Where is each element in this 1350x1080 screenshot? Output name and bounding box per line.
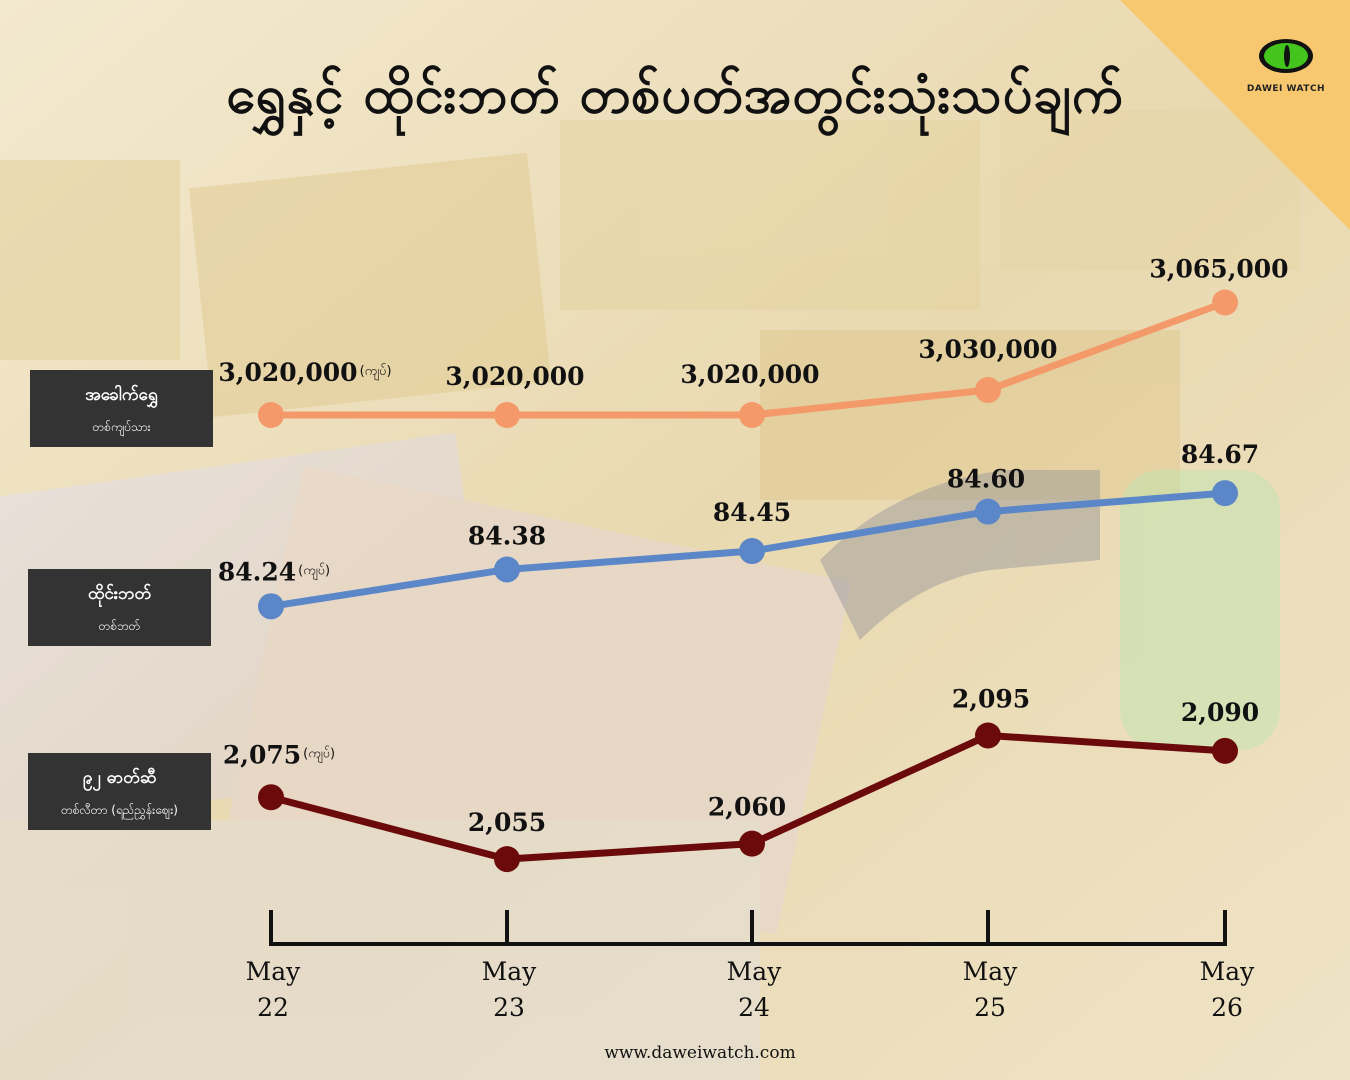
legend-baht: ထိုင်းဘတ် တစ်ဘတ် [28, 569, 211, 646]
legend-baht-unit: တစ်ဘတ် [98, 619, 141, 633]
page-title: ရွှေနှင့် ထိုင်းဘတ် တစ်ပတ်အတွင်းသုံးသပ်ခ… [226, 65, 1124, 125]
data-label-0-0: 3,020,000 [218, 358, 357, 387]
x-tick-label-3-month: May [963, 957, 1019, 986]
data-point-0-3 [975, 377, 1001, 403]
data-label-1-0: 84.24 [218, 557, 296, 586]
x-tick-label-2-month: May [727, 957, 783, 986]
legend-gold-name: အခေါက်ရွှေ [85, 385, 158, 405]
data-point-1-0 [258, 593, 284, 620]
data-label-1-2: 84.45 [713, 498, 791, 527]
x-tick-label-1-day: 23 [493, 993, 525, 1022]
legend-baht-name: ထိုင်းဘတ် [87, 584, 152, 604]
data-point-0-0 [258, 402, 284, 428]
legend-fuel-unit: တစ်လီတာ (ရည်ညွှန်းဈေး) [61, 803, 178, 817]
x-tick-label-4-month: May [1200, 957, 1256, 986]
data-point-2-4 [1212, 737, 1238, 764]
data-point-1-2 [739, 538, 765, 565]
data-label-2-4: 2,090 [1181, 698, 1259, 727]
data-label-0-1: 3,020,000 [445, 362, 584, 391]
series-line-0 [271, 299, 1227, 419]
data-label-1-4: 84.67 [1181, 440, 1259, 469]
data-point-1-1 [494, 556, 520, 583]
x-tick-label-1-month: May [482, 957, 538, 986]
logo: DAWEI WATCH [1236, 36, 1336, 94]
x-tick-label-3-day: 25 [974, 993, 1006, 1022]
data-label-2-3: 2,095 [952, 684, 1030, 713]
data-label-2-2: 2,060 [708, 793, 786, 822]
x-tick-label-0-month: May [246, 957, 302, 986]
data-label-0-4: 3,065,000 [1149, 255, 1288, 284]
data-point-1-3 [975, 498, 1001, 525]
data-label-2-1: 2,055 [468, 808, 546, 837]
footer-url: www.daweiwatch.com [604, 1043, 796, 1063]
data-point-1-4 [1212, 480, 1238, 507]
data-point-2-3 [975, 722, 1001, 749]
x-tick-label-0-day: 22 [257, 993, 289, 1022]
banknote-decoration [0, 432, 852, 1080]
logo-text: DAWEI WATCH [1246, 84, 1326, 94]
data-label-1-1: 84.38 [468, 521, 546, 550]
gold-bars-decoration [0, 110, 1300, 500]
data-point-2-2 [739, 830, 765, 857]
x-tick-label-4-day: 26 [1211, 993, 1243, 1022]
data-point-2-0 [258, 784, 284, 811]
cat-eye-icon [1259, 39, 1313, 73]
data-point-0-4 [1212, 289, 1238, 316]
legend-gold: အခေါက်ရွှေ တစ်ကျပ်သား [30, 370, 213, 447]
data-label-2-0: 2,075 [223, 740, 301, 769]
data-point-0-1 [494, 402, 520, 428]
unit-label-2: (ကျပ်) [303, 745, 335, 763]
legend-gold-unit: တစ်ကျပ်သား [92, 420, 151, 434]
data-label-0-2: 3,020,000 [680, 360, 819, 389]
data-label-1-3: 84.60 [947, 465, 1025, 494]
x-tick-label-2-day: 24 [738, 993, 770, 1022]
fuel-nozzle-decoration [820, 470, 1280, 750]
data-point-0-2 [739, 402, 765, 428]
data-label-0-3: 3,030,000 [918, 335, 1057, 364]
unit-label-0: (ကျပ်) [360, 363, 392, 381]
legend-fuel: ၉၂ ဓာတ်ဆီ တစ်လီတာ (ရည်ညွှန်းဈေး) [28, 753, 211, 830]
unit-label-1: (ကျပ်) [298, 562, 330, 580]
data-point-2-1 [494, 846, 520, 873]
legend-fuel-name: ၉၂ ဓာတ်ဆီ [82, 768, 157, 788]
